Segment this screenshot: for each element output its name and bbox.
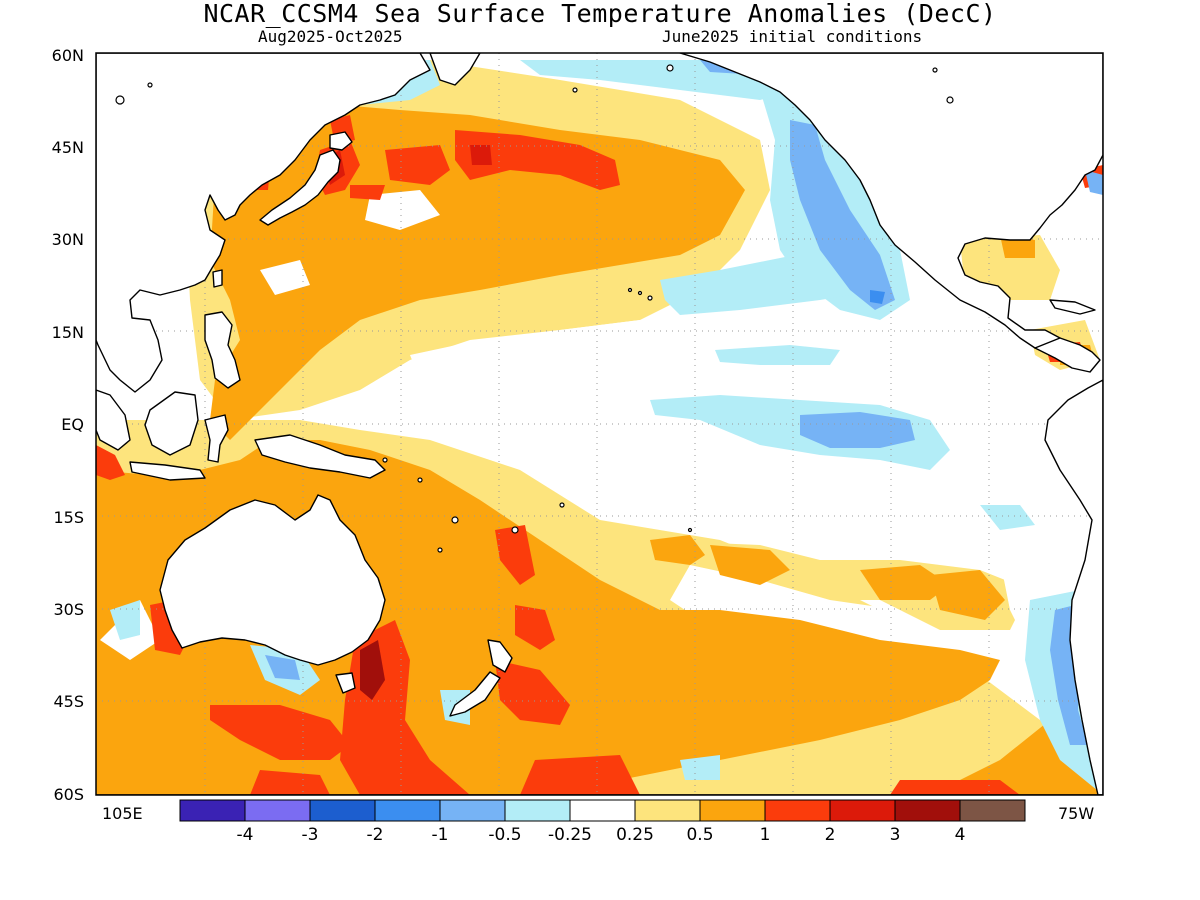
colorbar-swatch [829,799,896,822]
borneo [144,391,199,456]
colorbar-swatch [244,799,311,822]
colorbar-swatch [179,799,246,822]
colorbar-swatch [894,799,961,822]
colorbar-tick-label: -0.5 [488,825,522,845]
colorbar-tick-label: 2 [824,825,836,845]
colorbar-swatch [634,799,701,822]
lon-label-75w: 75W [1058,804,1095,823]
central-america [1034,337,1101,373]
lat-label-30n: 30N [51,230,84,249]
colorbar-swatch [569,799,636,822]
colorbar-swatch [309,799,376,822]
cuba [1049,299,1096,315]
taiwan [212,269,223,288]
colorbar-swatch [374,799,441,822]
map-title: NCAR_CCSM4 Sea Surface Temperature Anoma… [203,0,997,28]
colorbar [179,799,1026,822]
colorbar-swatch [764,799,831,822]
colorbar-swatch [504,799,571,822]
japan [259,149,341,226]
lat-label-60n: 60N [51,46,84,65]
lat-label-45s: 45S [53,692,84,711]
tasmania [335,672,356,694]
colorbar-tick-label: 0.25 [616,825,654,845]
lat-label-eq: EQ [61,415,84,434]
colorbar-tick-label: 3 [889,825,901,845]
lon-label-105e: 105E [102,804,143,823]
colorbar-tick-label: -4 [236,825,254,845]
hokkaido [329,131,353,151]
colorbar-tick-label: -1 [431,825,449,845]
colorbar-tick-label: -2 [366,825,384,845]
lat-label-15n: 15N [51,323,84,342]
colorbar-swatch [699,799,766,822]
south-america [1044,379,1103,795]
java [129,461,206,481]
coastlines [96,53,1103,795]
graticule [96,53,1103,795]
lat-label-45n: 45N [51,138,84,157]
lat-label-15s: 15S [53,508,84,527]
philippines [204,311,241,389]
new-guinea [254,434,386,479]
islands [115,64,954,553]
asia-landmass [96,53,431,393]
new-zealand-north [487,639,513,673]
colorbar-tick-label: -3 [301,825,319,845]
colorbar-tick-label: 0.5 [686,825,714,845]
map-frame [95,52,1104,796]
sulawesi [204,414,229,463]
colorbar-swatch [439,799,506,822]
forecast-period: Aug2025-Oct2025 [258,27,403,46]
lat-label-60s: 60S [53,785,84,804]
new-zealand-south [449,671,501,717]
colorbar-tick-label: 1 [759,825,771,845]
kamchatka [429,53,481,86]
colorbar-tick-label: -0.25 [548,825,592,845]
australia [159,494,386,666]
colorbar-swatch [959,799,1026,822]
lat-label-30s: 30S [53,600,84,619]
initial-conditions: June2025 initial conditions [662,27,923,46]
colorbar-tick-label: 4 [954,825,966,845]
